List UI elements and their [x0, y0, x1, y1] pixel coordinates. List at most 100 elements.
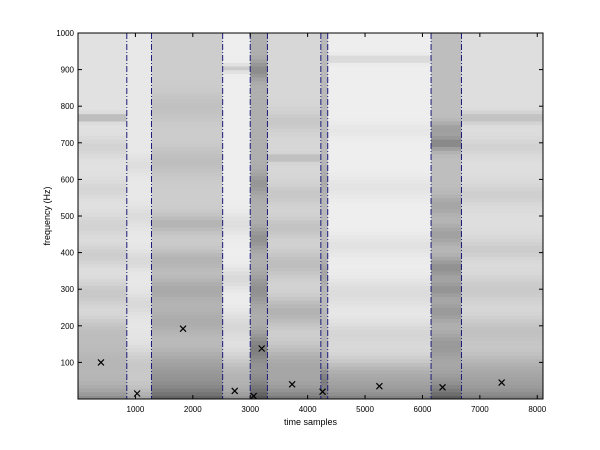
heatmap-cell — [267, 388, 322, 393]
heatmap-cell — [320, 336, 329, 342]
heatmap-cell — [126, 157, 153, 162]
x-tick-label: 2000 — [184, 405, 202, 414]
heatmap-cell — [151, 40, 224, 45]
heatmap-cell — [320, 223, 329, 228]
heatmap-cell — [126, 388, 153, 393]
heatmap-cell — [461, 274, 543, 279]
x-tick-label: 8000 — [528, 405, 546, 414]
heatmap-cell — [151, 124, 224, 129]
heatmap-cell — [327, 259, 432, 265]
heatmap-cell — [327, 135, 432, 140]
heatmap-cell — [78, 91, 128, 96]
heatmap-cell — [320, 36, 329, 41]
heatmap-cell — [222, 87, 251, 93]
heatmap-cell — [461, 91, 543, 96]
x-tick-label: 6000 — [414, 405, 432, 414]
heatmap-cell — [267, 274, 322, 279]
heatmap-cell — [431, 98, 463, 104]
heatmap-cell — [461, 252, 543, 257]
heatmap-cell — [78, 303, 128, 309]
heatmap-cell — [327, 281, 432, 287]
heatmap-cell — [461, 336, 543, 342]
heatmap-cell — [431, 179, 463, 184]
heatmap-cell — [126, 175, 153, 180]
heatmap-cell — [320, 377, 329, 382]
heatmap-cell — [250, 340, 269, 345]
heatmap-cell — [250, 384, 269, 389]
heatmap-cell — [126, 380, 153, 385]
heatmap-cell — [126, 267, 153, 272]
heatmap-cell — [126, 285, 153, 290]
heatmap-cell — [431, 285, 463, 290]
heatmap-cell — [320, 197, 329, 202]
heatmap-cell — [126, 384, 153, 389]
heatmap-cell — [327, 179, 432, 184]
heatmap-cell — [327, 51, 432, 56]
heatmap-cell — [222, 142, 251, 148]
heatmap-cell — [267, 87, 322, 93]
heatmap-cell — [431, 73, 463, 78]
heatmap-cell — [461, 285, 543, 290]
heatmap-cell — [250, 351, 269, 356]
heatmap-cell — [320, 183, 329, 188]
heatmap-cell — [151, 384, 224, 389]
heatmap-cell — [250, 212, 269, 217]
heatmap-cell — [461, 384, 543, 389]
heatmap-cell — [126, 270, 153, 276]
heatmap-cell — [222, 51, 251, 56]
pitch-marker — [498, 379, 506, 386]
heatmap-cell — [222, 259, 251, 265]
heatmap-cell — [250, 201, 269, 206]
heatmap-cell — [78, 391, 128, 396]
pitch-marker-stroke — [319, 388, 326, 396]
heatmap-cell — [431, 197, 463, 202]
heatmap-cell — [327, 113, 432, 118]
heatmap-cell — [126, 347, 153, 353]
heatmap-cell — [461, 51, 543, 56]
heatmap-cell — [126, 333, 153, 338]
heatmap-cell — [461, 76, 543, 82]
heatmap-cell — [267, 168, 322, 173]
heatmap-cell — [327, 270, 432, 276]
heatmap-cell — [461, 161, 543, 166]
heatmap-cell — [222, 58, 251, 63]
heatmap-cell — [320, 139, 329, 144]
heatmap-cell — [320, 369, 329, 374]
heatmap-cell — [320, 362, 329, 367]
heatmap-cell — [222, 106, 251, 111]
heatmap-cell — [431, 164, 463, 170]
heatmap-cell — [126, 33, 153, 38]
heatmap-cell — [320, 307, 329, 312]
x-tick-label: 4000 — [299, 405, 317, 414]
heatmap-cell — [151, 190, 224, 195]
heatmap-cell — [126, 366, 153, 371]
heatmap-cell — [250, 113, 269, 118]
x-tick-label: 3000 — [241, 405, 259, 414]
heatmap-cell — [267, 263, 322, 268]
heatmap-segment — [327, 33, 432, 399]
heatmap-cell — [267, 289, 322, 294]
heatmap-cell — [461, 146, 543, 151]
heatmap-cell — [78, 281, 128, 287]
heatmap-cell — [327, 62, 432, 67]
heatmap-cell — [461, 256, 543, 261]
heatmap-cell — [250, 190, 269, 195]
heatmap-cell — [151, 259, 224, 265]
heatmap-cell — [151, 285, 224, 290]
heatmap-cell — [327, 380, 432, 385]
heatmap-cell — [320, 373, 329, 378]
heatmap-cell — [126, 281, 153, 287]
heatmap-cell — [78, 84, 128, 89]
heatmap-cell — [327, 245, 432, 250]
heatmap-cell — [327, 95, 432, 100]
heatmap-cell — [250, 274, 269, 279]
heatmap-cell — [320, 87, 329, 93]
heatmap-cell — [222, 157, 251, 162]
heatmap-cell — [78, 256, 128, 261]
heatmap-cell — [461, 142, 543, 148]
heatmap-cell — [431, 333, 463, 338]
heatmap-cell — [151, 33, 224, 38]
heatmap-cell — [126, 40, 153, 45]
pitch-marker — [288, 380, 296, 388]
heatmap-cell — [320, 54, 329, 60]
